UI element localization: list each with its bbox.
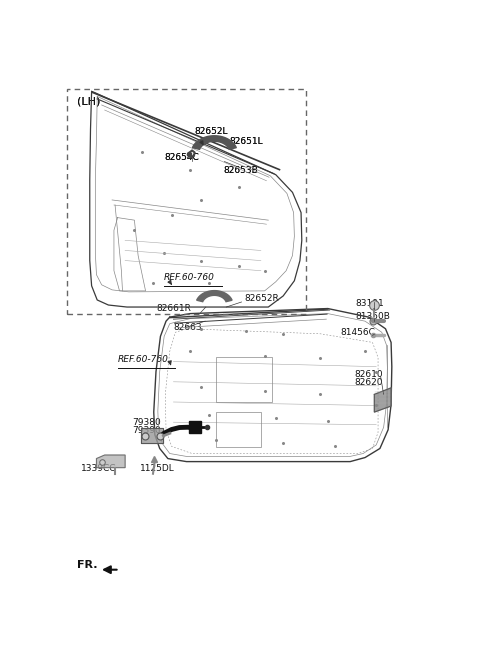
Text: 82653B: 82653B [224, 166, 258, 175]
Text: 82652R: 82652R [244, 294, 279, 303]
Bar [216, 412, 261, 447]
Text: REF.60-760: REF.60-760 [118, 355, 168, 364]
Text: 82620: 82620 [354, 379, 383, 387]
Text: 82661R: 82661R [156, 304, 192, 313]
Text: 82652L: 82652L [194, 127, 228, 136]
Polygon shape [141, 428, 163, 443]
Text: 82652L: 82652L [194, 127, 228, 136]
Text: 1125DL: 1125DL [140, 464, 175, 473]
Text: 82663: 82663 [173, 323, 202, 332]
Polygon shape [374, 388, 391, 412]
Polygon shape [96, 455, 125, 468]
Text: 1339CC: 1339CC [81, 464, 116, 473]
Text: (LH): (LH) [77, 96, 100, 106]
Text: 79380: 79380 [132, 418, 161, 426]
Text: 82651L: 82651L [229, 137, 263, 146]
Text: REF.60-760: REF.60-760 [164, 273, 215, 282]
Text: 82610: 82610 [354, 370, 383, 379]
Polygon shape [197, 291, 232, 302]
Text: 83191: 83191 [356, 299, 384, 308]
Text: FR.: FR. [77, 560, 97, 569]
Polygon shape [192, 136, 236, 150]
Bar [216, 357, 272, 402]
Text: 82654C: 82654C [164, 152, 199, 161]
Text: 81350B: 81350B [356, 312, 391, 321]
Text: 82651L: 82651L [229, 137, 263, 146]
Text: 79390: 79390 [132, 426, 161, 436]
Text: 81456C: 81456C [341, 328, 376, 337]
Text: 82654C: 82654C [164, 152, 199, 161]
Text: (LH): (LH) [77, 96, 100, 106]
Text: 82653B: 82653B [224, 166, 258, 175]
Bar [67, 89, 305, 314]
